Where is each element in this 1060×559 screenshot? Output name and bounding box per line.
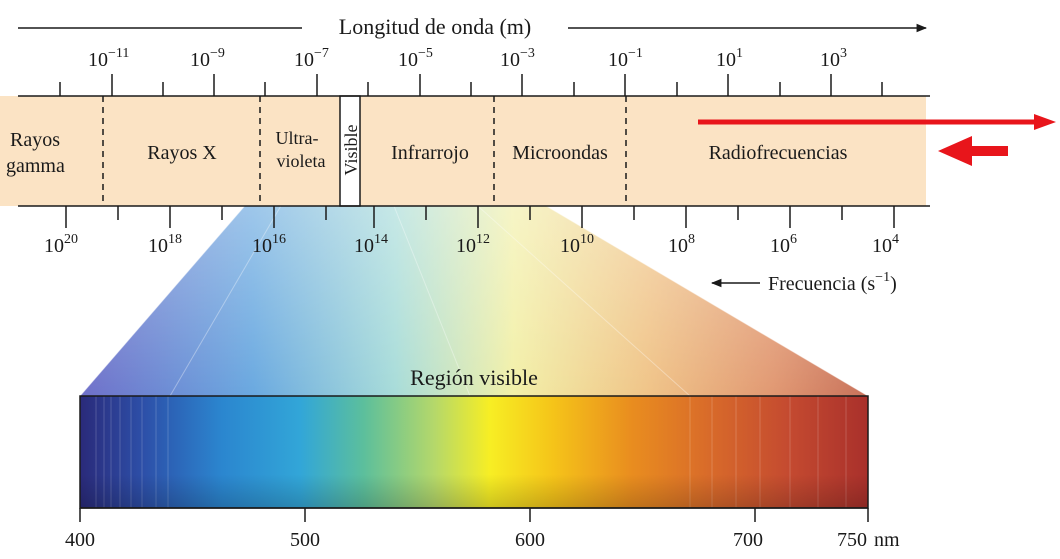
frequency-ticks — [65, 206, 895, 228]
nm-tick-label: 600 — [515, 529, 545, 551]
spectrum-band — [0, 96, 926, 206]
frequency-tick-label: 106 — [770, 232, 797, 257]
region-label-infrared: Infrarrojo — [391, 142, 469, 164]
wavelength-tick-label: 10−3 — [500, 46, 535, 71]
region-label-microwave: Microondas — [512, 142, 608, 164]
wavelength-tick-label: 103 — [820, 46, 847, 71]
wavelength-tick-label: 10−1 — [608, 46, 643, 71]
annotation-arrows — [698, 114, 1056, 166]
nm-axis-labels: 400 500 600 700 750 nm — [65, 529, 900, 551]
nm-tick-label: 500 — [290, 529, 320, 551]
region-label-uv: Ultra- — [276, 128, 319, 148]
region-label-radio: Radiofrecuencias — [709, 142, 848, 164]
wavelength-axis-title: Longitud de onda (m) — [339, 14, 531, 39]
visible-spectrum-shade — [80, 396, 868, 508]
region-dividers — [102, 96, 627, 206]
region-label-gamma-2: gamma — [6, 155, 65, 177]
nm-tick-label: 400 — [65, 529, 95, 551]
region-label-visible: Visible — [341, 125, 361, 176]
nm-unit-label: nm — [874, 529, 900, 551]
region-label-xray: Rayos X — [147, 142, 217, 164]
frequency-tick-label: 1012 — [456, 232, 490, 257]
frequency-tick-labels: 1020 1018 1016 1014 1012 1010 108 106 10… — [44, 232, 899, 257]
wavelength-tick-label: 10−11 — [88, 46, 129, 71]
frequency-tick-label: 104 — [872, 232, 899, 257]
region-labels: Rayos gamma Rayos X Ultra- violeta Visib… — [6, 125, 848, 177]
region-label-gamma: Rayos — [10, 129, 60, 151]
wavelength-ticks — [59, 74, 883, 96]
frequency-tick-label: 1020 — [44, 232, 78, 257]
wavelength-tick-labels: 10−11 10−9 10−7 10−5 10−3 10−1 101 103 — [88, 46, 847, 71]
wavelength-tick-label: 10−5 — [398, 46, 433, 71]
frequency-axis-title: Frecuencia (s−1) — [768, 270, 897, 295]
red-arrow-left-head — [938, 136, 972, 166]
nm-tick-label: 750 — [837, 529, 867, 551]
wavelength-tick-label: 101 — [716, 46, 743, 71]
wavelength-tick-label: 10−9 — [190, 46, 225, 71]
frequency-tick-label: 108 — [668, 232, 695, 257]
red-arrow-right-head — [1034, 114, 1056, 130]
nm-axis-ticks — [79, 508, 869, 522]
frequency-tick-label: 1016 — [252, 232, 286, 257]
frequency-tick-label: 1014 — [354, 232, 388, 257]
frequency-tick-label: 1010 — [560, 232, 594, 257]
red-arrow-left-shaft — [970, 146, 1008, 156]
visible-region-title: Región visible — [410, 365, 538, 390]
nm-tick-label: 700 — [733, 529, 763, 551]
region-label-uv-2: violeta — [277, 151, 326, 171]
wavelength-tick-label: 10−7 — [294, 46, 329, 71]
frequency-tick-label: 1018 — [148, 232, 182, 257]
